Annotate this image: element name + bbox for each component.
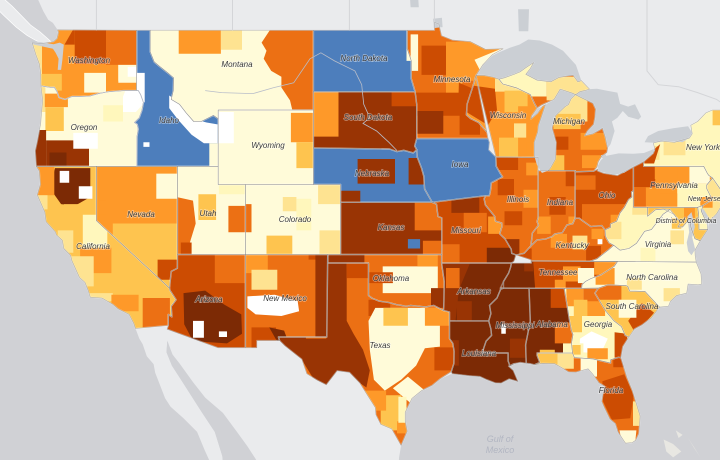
svg-text:Michigan: Michigan <box>553 117 586 126</box>
svg-text:Indiana: Indiana <box>547 198 574 207</box>
svg-text:Georgia: Georgia <box>584 320 613 329</box>
svg-text:Kentucky: Kentucky <box>556 241 590 250</box>
svg-text:Gulf of: Gulf of <box>487 434 515 444</box>
svg-text:Utah: Utah <box>200 209 217 218</box>
svg-text:Tennessee: Tennessee <box>539 268 578 277</box>
svg-text:Montana: Montana <box>221 60 253 69</box>
svg-text:Illinois: Illinois <box>507 195 529 204</box>
svg-text:Ohio: Ohio <box>599 191 616 200</box>
svg-text:Nebraska: Nebraska <box>355 169 390 178</box>
svg-text:Kansas: Kansas <box>378 223 405 232</box>
svg-text:Louisiana: Louisiana <box>462 349 497 358</box>
svg-text:Nevada: Nevada <box>127 210 155 219</box>
svg-text:Virginia: Virginia <box>645 240 672 249</box>
svg-text:Wyoming: Wyoming <box>251 141 285 150</box>
svg-text:Idaho: Idaho <box>159 116 180 125</box>
svg-text:Arizona: Arizona <box>194 295 223 304</box>
svg-text:Arkansas: Arkansas <box>456 287 490 296</box>
svg-text:Alabama: Alabama <box>535 320 568 329</box>
svg-text:North Dakota: North Dakota <box>340 54 388 63</box>
svg-text:New York: New York <box>686 143 720 152</box>
svg-text:South Carolina: South Carolina <box>606 302 659 311</box>
svg-text:Wisconsin: Wisconsin <box>490 111 527 120</box>
svg-text:North Carolina: North Carolina <box>626 273 678 282</box>
svg-text:New Jersey: New Jersey <box>688 196 720 203</box>
svg-text:Mexico: Mexico <box>486 445 515 455</box>
svg-text:Iowa: Iowa <box>452 160 469 169</box>
svg-text:Oklahoma: Oklahoma <box>373 274 410 283</box>
svg-text:Pennsylvania: Pennsylvania <box>650 181 698 190</box>
svg-text:South Dakota: South Dakota <box>344 113 393 122</box>
svg-text:New Mexico: New Mexico <box>263 294 307 303</box>
svg-text:Mississippi: Mississippi <box>496 321 535 330</box>
svg-text:Minnesota: Minnesota <box>434 75 471 84</box>
svg-text:Missouri: Missouri <box>451 226 481 235</box>
svg-text:Texas: Texas <box>369 341 390 350</box>
svg-text:Oregon: Oregon <box>71 123 98 132</box>
svg-text:California: California <box>76 242 110 251</box>
svg-text:Washington: Washington <box>68 56 111 65</box>
svg-text:District of Columbia: District of Columbia <box>656 218 717 225</box>
svg-text:Colorado: Colorado <box>279 215 312 224</box>
svg-text:Florida: Florida <box>599 386 624 395</box>
